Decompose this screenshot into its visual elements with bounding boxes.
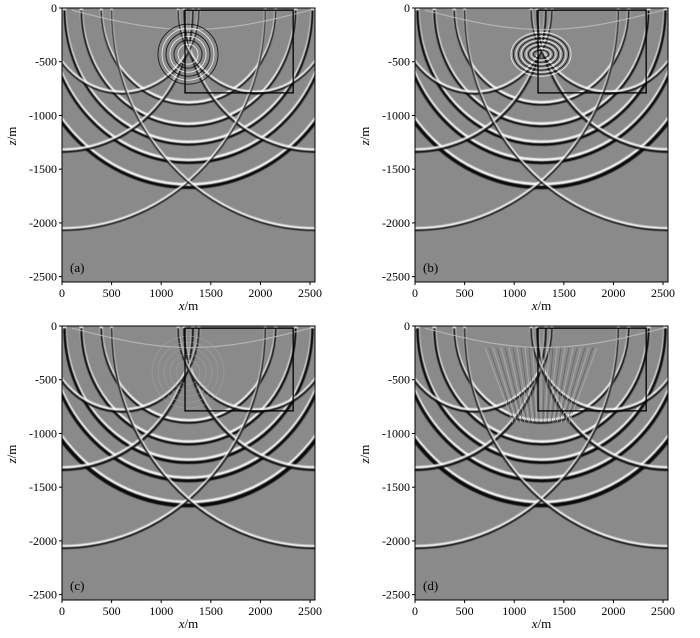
x-tick-label: 1500 bbox=[552, 286, 576, 300]
x-tick-label: 2000 bbox=[601, 286, 625, 300]
x-axis-label: x/m bbox=[178, 616, 199, 631]
x-tick-label: 0 bbox=[59, 286, 65, 300]
panel-tag: (b) bbox=[423, 260, 438, 275]
panel-frame bbox=[61, 7, 316, 283]
y-tick-label: -2000 bbox=[382, 534, 410, 548]
panel-b: 0 500 1000 1500 2000 2500 0 -500 -1000 -1500 -2000… bbox=[357, 1, 675, 313]
y-tick-label: -2500 bbox=[29, 270, 57, 284]
y-tick-label: 0 bbox=[51, 319, 57, 333]
y-tick-label: -1500 bbox=[29, 480, 57, 494]
zoom-box bbox=[184, 9, 294, 94]
zoom-box bbox=[537, 9, 647, 94]
x-tick-label: 2500 bbox=[651, 604, 675, 618]
y-tick-label: 0 bbox=[404, 319, 410, 333]
y-tick-label: -2500 bbox=[382, 270, 410, 284]
zoom-box bbox=[537, 327, 647, 412]
x-axis-label: x/m bbox=[178, 298, 199, 313]
y-tick-label: -1000 bbox=[29, 426, 57, 440]
x-tick-label: 2000 bbox=[248, 604, 272, 618]
y-tick-label: 0 bbox=[51, 1, 57, 15]
zoom-box bbox=[184, 327, 294, 412]
y-tick-label: -500 bbox=[35, 55, 57, 69]
y-tick-label: -2000 bbox=[29, 534, 57, 548]
y-tick-label: -500 bbox=[388, 55, 410, 69]
y-axis-label: z/m bbox=[4, 127, 19, 147]
x-axis-label: x/m bbox=[531, 616, 552, 631]
panel-tag: (d) bbox=[423, 578, 438, 593]
x-tick-label: 1500 bbox=[552, 604, 576, 618]
panel-frame bbox=[414, 7, 669, 283]
panel-a: 0 500 1000 1500 2000 2500 0 -500 -1000 -1500 -2000… bbox=[4, 1, 322, 313]
y-tick-label: -1000 bbox=[29, 108, 57, 122]
x-tick-label: 2500 bbox=[651, 286, 675, 300]
panel-c: 0 500 1000 1500 2000 2500 0 -500 -1000 -1500 -2000… bbox=[4, 319, 322, 631]
x-tick-label: 1000 bbox=[149, 286, 173, 300]
x-tick-label: 1000 bbox=[502, 604, 526, 618]
panel-frame bbox=[414, 325, 669, 601]
panel-tag: (c) bbox=[70, 578, 84, 593]
y-axis-label: z/m bbox=[357, 445, 372, 465]
y-tick-label: -2500 bbox=[29, 588, 57, 602]
x-tick-label: 1500 bbox=[199, 604, 223, 618]
x-tick-label: 2500 bbox=[298, 286, 322, 300]
x-tick-label: 0 bbox=[59, 604, 65, 618]
y-tick-label: -1500 bbox=[382, 162, 410, 176]
y-tick-label: 0 bbox=[404, 1, 410, 15]
x-tick-label: 500 bbox=[456, 286, 474, 300]
y-axis-label: z/m bbox=[357, 127, 372, 147]
y-tick-label: -500 bbox=[35, 373, 57, 387]
y-tick-label: -2500 bbox=[382, 588, 410, 602]
y-tick-label: -1500 bbox=[29, 162, 57, 176]
x-axis-label: x/m bbox=[531, 298, 552, 313]
x-tick-label: 1000 bbox=[149, 604, 173, 618]
x-tick-label: 500 bbox=[103, 604, 121, 618]
y-axis-label: z/m bbox=[4, 445, 19, 465]
wavefronts bbox=[415, 8, 668, 232]
x-tick-label: 2500 bbox=[298, 604, 322, 618]
y-tick-label: -2000 bbox=[29, 216, 57, 230]
y-tick-label: -1000 bbox=[382, 426, 410, 440]
x-tick-label: 1500 bbox=[199, 286, 223, 300]
y-tick-label: -2000 bbox=[382, 216, 410, 230]
x-tick-label: 1000 bbox=[502, 286, 526, 300]
x-tick-label: 500 bbox=[103, 286, 121, 300]
y-tick-label: -1000 bbox=[382, 108, 410, 122]
x-tick-label: 2000 bbox=[248, 286, 272, 300]
x-tick-label: 500 bbox=[456, 604, 474, 618]
y-tick-label: -1500 bbox=[382, 480, 410, 494]
wavefronts bbox=[62, 326, 315, 550]
panel-d: 0 500 1000 1500 2000 2500 0 -500 -1000 -1500 -2000… bbox=[357, 319, 675, 631]
x-tick-label: 0 bbox=[412, 286, 418, 300]
x-tick-label: 2000 bbox=[601, 604, 625, 618]
panel-tag: (a) bbox=[70, 260, 84, 275]
wavefronts bbox=[415, 326, 668, 550]
x-tick-label: 0 bbox=[412, 604, 418, 618]
panel-frame bbox=[61, 325, 316, 601]
y-tick-label: -500 bbox=[388, 373, 410, 387]
